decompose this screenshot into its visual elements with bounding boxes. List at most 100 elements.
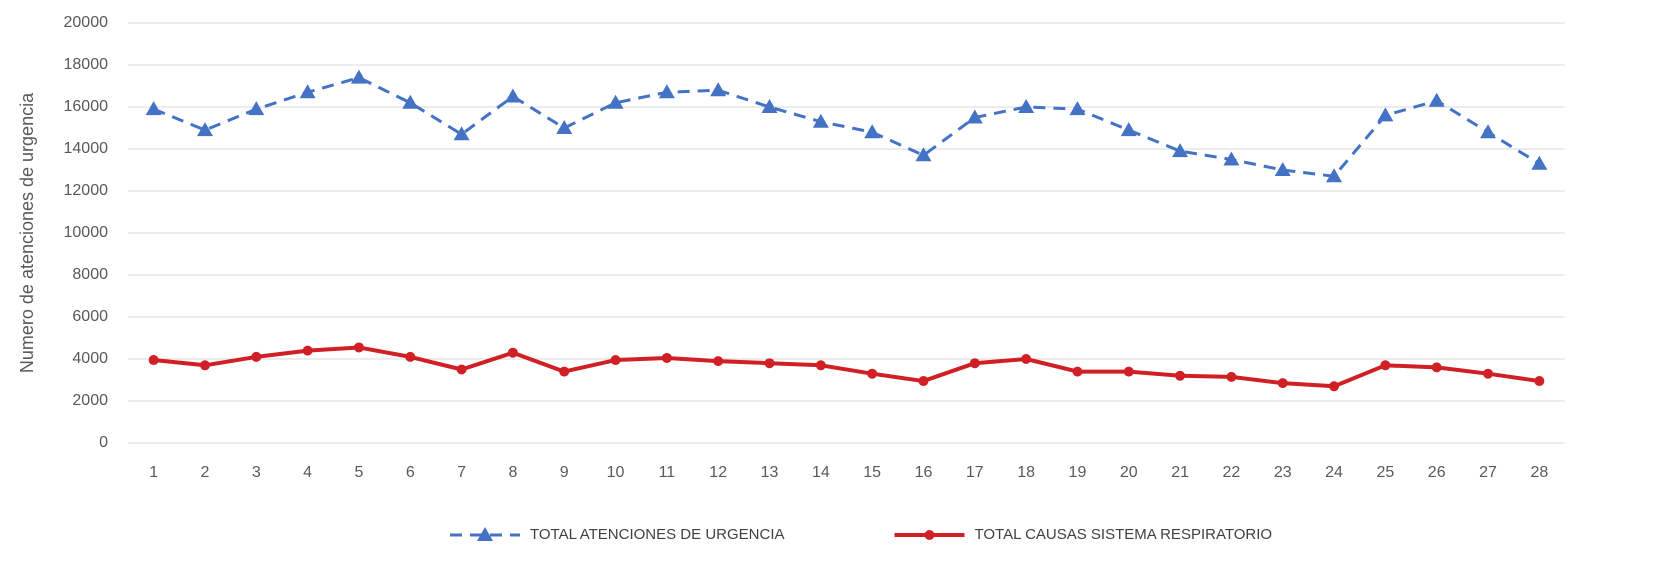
point <box>1223 151 1240 166</box>
point <box>1531 155 1548 170</box>
y-tick-label: 16000 <box>64 98 109 115</box>
x-tick-label: 9 <box>560 464 569 481</box>
point <box>350 69 367 84</box>
y-tick-label: 6000 <box>72 308 108 325</box>
x-tick-label: 5 <box>354 464 363 481</box>
x-tick-label: 23 <box>1274 464 1292 481</box>
y-tick-label: 8000 <box>72 266 108 283</box>
point <box>761 99 778 113</box>
point <box>199 360 210 371</box>
x-tick-label: 2 <box>201 464 210 481</box>
point <box>1018 99 1035 113</box>
point <box>453 126 470 141</box>
x-tick-label: 20 <box>1120 464 1138 481</box>
point <box>915 147 932 162</box>
point <box>610 355 621 366</box>
point <box>507 347 518 358</box>
point <box>1377 107 1394 122</box>
legend-label: TOTAL CAUSAS SISTEMA RESPIRATORIO <box>975 526 1273 543</box>
x-tick-label: 28 <box>1530 464 1548 481</box>
point <box>402 94 419 109</box>
point <box>504 88 521 103</box>
x-tick-label: 7 <box>457 464 466 481</box>
point <box>607 94 624 109</box>
x-tick-label: 11 <box>659 464 676 481</box>
point <box>966 109 983 124</box>
point <box>353 342 364 353</box>
x-tick-label: 6 <box>406 464 415 481</box>
point <box>1428 92 1445 107</box>
x-tick-label: 14 <box>812 464 830 481</box>
point <box>299 84 316 99</box>
y-tick-label: 0 <box>99 434 108 451</box>
legend: TOTAL ATENCIONES DE URGENCIA TOTAL CAUSAS… <box>450 526 1272 543</box>
point <box>1277 378 1288 389</box>
x-tick-label: 12 <box>709 464 727 481</box>
legend-marker <box>924 530 935 540</box>
point <box>556 120 573 134</box>
point <box>559 366 570 377</box>
x-tick-label: 10 <box>607 464 625 481</box>
point <box>148 355 159 366</box>
point <box>1021 354 1032 364</box>
x-tick-label: 3 <box>252 464 261 481</box>
point <box>1123 366 1134 377</box>
point <box>1226 371 1237 382</box>
x-tick-label: 13 <box>761 464 779 481</box>
x-tick-label: 25 <box>1376 464 1394 481</box>
point <box>1380 360 1391 371</box>
point <box>1329 381 1340 392</box>
x-tick-label: 24 <box>1325 464 1343 481</box>
point <box>867 368 878 379</box>
x-tick-label: 15 <box>863 464 881 481</box>
point <box>196 122 213 137</box>
legend-marker <box>477 527 493 541</box>
y-tick-label: 4000 <box>72 350 108 367</box>
point <box>1326 168 1343 183</box>
y-tick-label: 18000 <box>64 56 109 73</box>
point <box>1172 143 1189 158</box>
series-line <box>153 76 1541 178</box>
x-tick-label: 22 <box>1223 464 1241 481</box>
x-tick-label: 1 <box>149 464 158 481</box>
point <box>764 358 775 369</box>
point <box>658 84 675 99</box>
point <box>969 358 980 369</box>
x-tick-label: 4 <box>303 464 312 481</box>
point <box>1069 101 1086 116</box>
point <box>251 351 262 362</box>
point <box>405 351 416 362</box>
point <box>713 356 724 367</box>
y-tick-label: 14000 <box>64 140 109 157</box>
point <box>812 113 829 128</box>
point <box>1483 368 1494 379</box>
y-tick-label: 12000 <box>64 182 109 199</box>
x-tick-label: 8 <box>508 464 517 481</box>
x-tick-label: 21 <box>1171 464 1189 481</box>
point <box>248 101 265 116</box>
x-tick-label: 26 <box>1428 464 1446 481</box>
x-tick-label: 16 <box>915 464 933 481</box>
point <box>1274 162 1291 176</box>
point <box>1120 122 1137 137</box>
point <box>918 376 929 387</box>
series-line <box>153 345 1540 389</box>
point <box>1072 366 1083 377</box>
x-tick-label: 18 <box>1017 464 1035 481</box>
point <box>1175 370 1186 381</box>
x-tick-label: 17 <box>966 464 984 481</box>
point <box>815 360 826 371</box>
point <box>145 101 162 116</box>
point <box>710 82 727 97</box>
legend-label: TOTAL ATENCIONES DE URGENCIA <box>530 526 785 543</box>
point <box>456 364 467 375</box>
x-tick-label: 19 <box>1069 464 1087 481</box>
x-tick-label: 27 <box>1479 464 1497 481</box>
point <box>1534 376 1545 387</box>
point <box>1480 124 1497 139</box>
point <box>1431 362 1442 373</box>
y-axis-title: Numero de atenciones de urgencia <box>17 92 37 373</box>
point <box>864 124 881 139</box>
y-tick-label: 20000 <box>64 14 109 31</box>
y-tick-label: 10000 <box>64 224 109 241</box>
